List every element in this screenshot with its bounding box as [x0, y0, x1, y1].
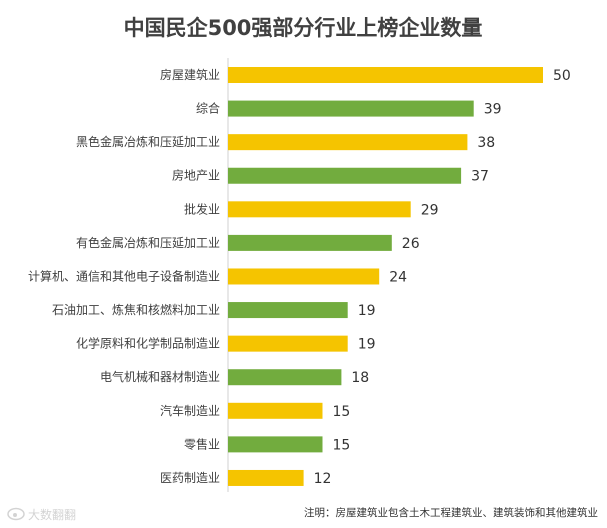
- category-label: 黑色金属冶炼和压延加工业: [76, 134, 220, 149]
- category-label: 化学原料和化学制品制造业: [76, 336, 220, 351]
- bar: [228, 302, 348, 319]
- value-label: 37: [471, 169, 489, 185]
- bar: [228, 335, 348, 352]
- value-label: 38: [477, 135, 495, 151]
- bar: [228, 369, 342, 386]
- value-label: 19: [358, 337, 376, 353]
- value-label: 18: [351, 370, 369, 386]
- value-label: 19: [358, 303, 376, 319]
- bar: [228, 100, 474, 117]
- bar: [228, 201, 411, 218]
- value-label: 15: [333, 437, 351, 453]
- category-label: 零售业: [184, 436, 220, 451]
- bar: [228, 469, 304, 486]
- category-label: 综合: [196, 101, 220, 116]
- category-label: 汽车制造业: [160, 403, 220, 418]
- watermark: 大数翻翻: [7, 507, 76, 522]
- category-label: 有色金属冶炼和压延加工业: [76, 235, 220, 250]
- bar: [228, 134, 468, 151]
- bar: [228, 67, 543, 83]
- category-label: 批发业: [184, 201, 220, 216]
- bar: [228, 402, 323, 419]
- chart-note: 注明：房屋建筑业包含土木工程建筑业、建筑装饰和其他建筑业: [304, 506, 598, 519]
- bar: [228, 436, 323, 453]
- category-label: 医药制造业: [160, 471, 220, 485]
- watermark-text: 大数翻翻: [28, 507, 76, 522]
- value-label: 12: [314, 471, 332, 487]
- value-label: 50: [553, 68, 571, 84]
- bar: [228, 268, 380, 285]
- bars-group: 房屋建筑业 50 综合 39 黑色金属冶炼和压延加工业 38 房地产业 37 批发业 29 有色金属…: [28, 67, 571, 487]
- bar: [228, 234, 392, 251]
- value-label: 15: [333, 404, 351, 420]
- category-label: 计算机、通信和其他电子设备制造业: [28, 268, 220, 283]
- weibo-icon: [7, 507, 25, 521]
- category-label: 电气机械和器材制造业: [100, 369, 220, 384]
- bar: [228, 167, 462, 184]
- value-label: 26: [402, 236, 420, 252]
- value-label: 39: [484, 102, 502, 118]
- value-label: 24: [389, 269, 407, 285]
- category-label: 房地产业: [172, 168, 220, 183]
- category-label: 石油加工、炼焦和核燃料加工业: [52, 302, 220, 317]
- category-label: 房屋建筑业: [160, 67, 220, 82]
- chart-title: 中国民企500强部分行业上榜企业数量: [124, 16, 483, 40]
- value-label: 29: [421, 202, 439, 218]
